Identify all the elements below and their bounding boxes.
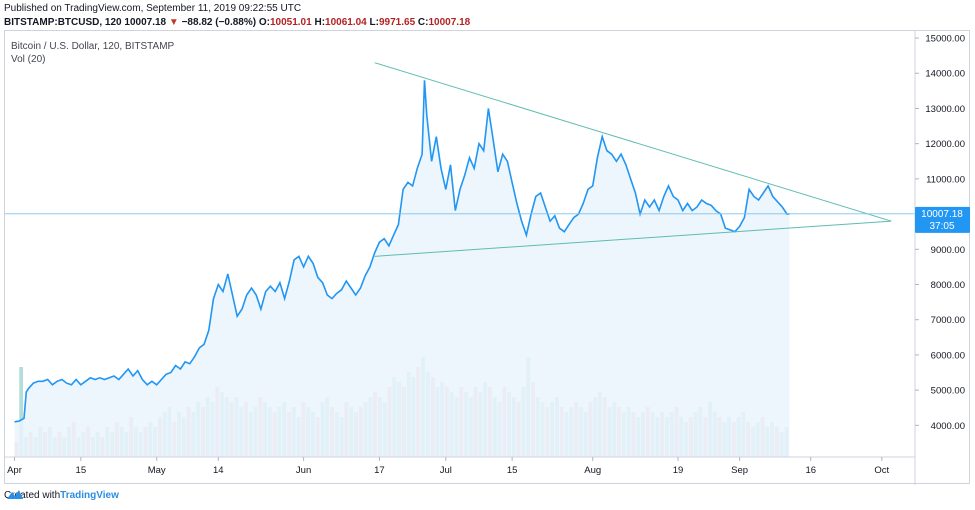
x-tick-label: May <box>148 465 166 476</box>
x-tick-label: 15 <box>76 465 87 476</box>
last-price-tag-bg <box>915 206 970 233</box>
created-with-label: Created with <box>4 490 61 501</box>
y-tick-label: 15000.00 <box>925 34 965 45</box>
y-tick-label: 12000.00 <box>925 139 965 150</box>
high-label: H: <box>314 17 326 28</box>
y-tick-label: 6000.00 <box>931 350 965 361</box>
open-label: O: <box>258 17 270 28</box>
trendlines[interactable] <box>374 62 892 257</box>
symbol-label: BITSTAMP:BTCUSD, 120 <box>4 17 122 28</box>
tradingview-brand-link[interactable]: TradingView <box>60 490 119 501</box>
time-axis[interactable]: Apr 15 May 14 Jun 17 Jul 15 Aug 19 Sep 16 Oct <box>7 457 890 476</box>
trendline[interactable] <box>374 220 892 257</box>
legend-main: Bitcoin / U.S. Dollar, 120, BITSTAMP <box>11 41 175 52</box>
price-area <box>14 80 790 458</box>
chart-panel[interactable]: 15000.00 14000.00 13000.00 12000.00 11000.00… <box>4 30 971 485</box>
tradingview-logo-icon <box>7 490 23 499</box>
open-value: 10051.01 <box>269 17 312 28</box>
x-tick-label: Oct <box>874 465 889 476</box>
x-tick-label: Apr <box>7 465 22 476</box>
ohlc-header: BITSTAMP:BTCUSD, 120 10007.18 ▼ −88.82 (… <box>4 17 470 28</box>
x-tick-label: 14 <box>213 465 224 476</box>
y-tick-label: 13000.00 <box>925 104 965 115</box>
x-tick-label: 17 <box>374 465 385 476</box>
change-label: −88.82 (−0.88%) <box>181 17 257 28</box>
price-line <box>14 80 790 423</box>
y-tick-label: 4000.00 <box>931 421 965 432</box>
x-tick-label: 15 <box>507 465 518 476</box>
last-price-tag: 10007.18 37:05 <box>915 206 970 233</box>
x-tick-label: Aug <box>584 465 601 476</box>
legend-volume: Vol (20) <box>11 54 45 65</box>
high-value: 10061.04 <box>325 17 367 28</box>
y-tick-label: 14000.00 <box>925 69 965 80</box>
last-price-countdown: 37:05 <box>929 221 954 232</box>
low-label: L: <box>369 17 379 28</box>
x-tick-label: 19 <box>673 465 684 476</box>
published-note: Published on TradingView.com, September … <box>4 3 302 14</box>
x-tick-label: Jul <box>440 465 452 476</box>
y-tick-label: 9000.00 <box>931 245 965 256</box>
y-tick-label: 7000.00 <box>931 315 965 326</box>
price-chart[interactable]: 15000.00 14000.00 13000.00 12000.00 11000.00… <box>5 31 971 485</box>
close-label: C: <box>417 17 429 28</box>
y-tick-label: 5000.00 <box>931 386 965 397</box>
footer: Created with TradingView <box>4 490 119 501</box>
x-tick-label: 16 <box>805 465 816 476</box>
last-price-label: 10007.18 <box>124 17 167 28</box>
down-arrow-icon: ▼ <box>168 17 179 28</box>
x-tick-label: Jun <box>296 465 311 476</box>
last-price-tag-value: 10007.18 <box>921 209 963 220</box>
x-tick-label: Sep <box>731 465 748 476</box>
low-value: 9971.65 <box>378 17 416 28</box>
trendline[interactable] <box>374 62 892 222</box>
y-tick-label: 11000.00 <box>926 174 965 185</box>
volume-bar <box>19 367 24 457</box>
y-tick-label: 8000.00 <box>931 280 965 291</box>
close-value: 10007.18 <box>428 17 471 28</box>
